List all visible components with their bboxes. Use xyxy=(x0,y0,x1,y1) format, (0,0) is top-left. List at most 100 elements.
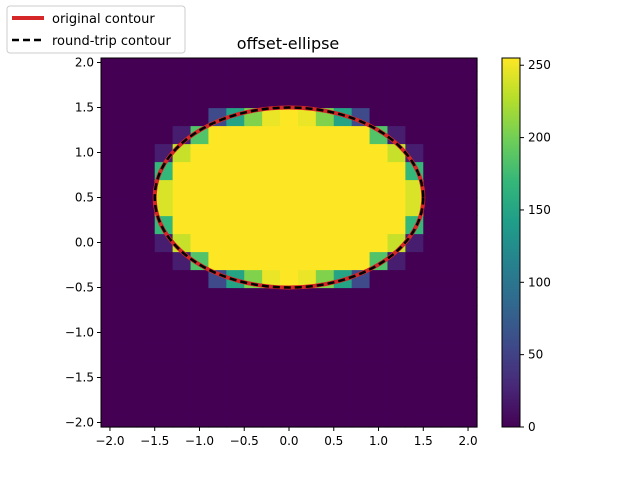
heatmap-cell xyxy=(315,377,335,397)
colorbar-tick-label: 250 xyxy=(528,58,551,72)
heatmap-cell xyxy=(172,359,192,379)
heatmap-cell xyxy=(208,287,227,307)
heatmap-cell xyxy=(190,377,210,397)
heatmap-cell xyxy=(172,161,192,181)
heatmap-cell xyxy=(262,197,281,217)
heatmap-cell xyxy=(226,359,245,379)
heatmap-cell xyxy=(369,395,389,415)
heatmap-cell xyxy=(369,233,389,253)
heatmap-cell xyxy=(244,125,263,145)
heatmap-cell xyxy=(172,179,192,199)
heatmap-cell xyxy=(101,58,120,73)
heatmap-cell xyxy=(244,89,263,109)
heatmap-cell xyxy=(405,305,424,325)
heatmap-cell xyxy=(369,179,389,199)
heatmap-cell xyxy=(441,305,460,325)
heatmap-cell xyxy=(118,287,138,307)
heatmap-cell xyxy=(226,179,245,199)
heatmap-cell xyxy=(208,413,227,428)
heatmap-cell xyxy=(297,341,317,361)
legend: original contour round-trip contour xyxy=(6,5,186,54)
y-axis: −2.0 −1.5 −1.0 −0.5 0.0 0.5 1.0 1.5 2.0 xyxy=(65,56,101,430)
heatmap-cell xyxy=(297,413,317,428)
heatmap-cell xyxy=(262,359,281,379)
heatmap-cell xyxy=(226,413,245,428)
heatmap-cell xyxy=(405,71,424,91)
heatmap-cell xyxy=(244,197,263,217)
heatmap-cell xyxy=(244,179,263,199)
heatmap-cell xyxy=(208,323,227,343)
heatmap-cell xyxy=(459,197,478,217)
heatmap-cell xyxy=(101,179,120,199)
heatmap-cell xyxy=(101,395,120,415)
heatmap-cell xyxy=(118,197,138,217)
heatmap-cell xyxy=(441,89,460,109)
heatmap-cell xyxy=(459,359,478,379)
heatmap-cell xyxy=(297,89,317,109)
heatmap-cell xyxy=(441,215,460,235)
heatmap-cell xyxy=(459,287,478,307)
heatmap-cell xyxy=(190,233,210,253)
heatmap-cell xyxy=(190,197,210,217)
heatmap-cell xyxy=(369,197,389,217)
heatmap-cell xyxy=(351,179,371,199)
heatmap-cell xyxy=(154,179,174,199)
heatmap-cell xyxy=(441,359,460,379)
heatmap-cell xyxy=(315,58,335,73)
heatmap-cell xyxy=(154,197,174,217)
heatmap-cell xyxy=(297,125,317,145)
contour-round-trip-contour xyxy=(153,106,425,289)
heatmap-cell xyxy=(190,359,210,379)
heatmap-cell xyxy=(154,305,174,325)
x-tick-label: 0.5 xyxy=(324,434,343,448)
legend-box xyxy=(6,5,186,54)
heatmap-cell xyxy=(423,395,442,415)
heatmap-cell xyxy=(208,179,227,199)
heatmap-cell xyxy=(136,71,156,91)
heatmap-cell xyxy=(297,161,317,181)
heatmap-cell xyxy=(118,341,138,361)
heatmap-cell xyxy=(441,143,460,163)
heatmap-cell xyxy=(369,143,389,163)
heatmap-cell xyxy=(262,107,281,127)
heatmap-cell xyxy=(280,179,299,199)
colorbar-tick-label: 50 xyxy=(528,348,543,362)
heatmap-cell xyxy=(315,233,335,253)
heatmap-cell xyxy=(208,215,227,235)
heatmap-cell xyxy=(297,395,317,415)
heatmap-cell xyxy=(369,215,389,235)
heatmap-cell xyxy=(262,161,281,181)
heatmap-cell xyxy=(405,377,424,397)
heatmap-cell xyxy=(244,143,263,163)
heatmap-cell xyxy=(369,58,389,73)
heatmap-cell xyxy=(405,269,424,289)
heatmap-cell xyxy=(262,215,281,235)
heatmap-cell xyxy=(208,161,227,181)
y-tick-label: −0.5 xyxy=(65,281,94,295)
heatmap-cell xyxy=(387,179,406,199)
heatmap-cell xyxy=(262,89,281,109)
heatmap-cell xyxy=(459,71,478,91)
heatmap-cell xyxy=(405,413,424,428)
heatmap-cell xyxy=(333,377,353,397)
heatmap-cell xyxy=(459,125,478,145)
heatmap-cell xyxy=(172,413,192,428)
heatmap-cell xyxy=(441,125,460,145)
colorbar-tick-label: 0 xyxy=(528,420,536,434)
heatmap-cell xyxy=(297,323,317,343)
heatmap-cell xyxy=(423,143,442,163)
heatmap-cell xyxy=(244,58,263,73)
heatmap-cell xyxy=(226,125,245,145)
heatmap-cell xyxy=(118,179,138,199)
heatmap-cell xyxy=(280,107,299,127)
heatmap-cell xyxy=(387,71,406,91)
heatmap-cell xyxy=(118,58,138,73)
heatmap-cell xyxy=(297,58,317,73)
heatmap-cell xyxy=(226,89,245,109)
colorbar-tick-label: 200 xyxy=(528,131,551,145)
heatmap-cell xyxy=(262,58,281,73)
heatmap-cell xyxy=(315,395,335,415)
heatmap-cell xyxy=(118,377,138,397)
heatmap-cell xyxy=(441,58,460,73)
heatmap-cell xyxy=(459,269,478,289)
